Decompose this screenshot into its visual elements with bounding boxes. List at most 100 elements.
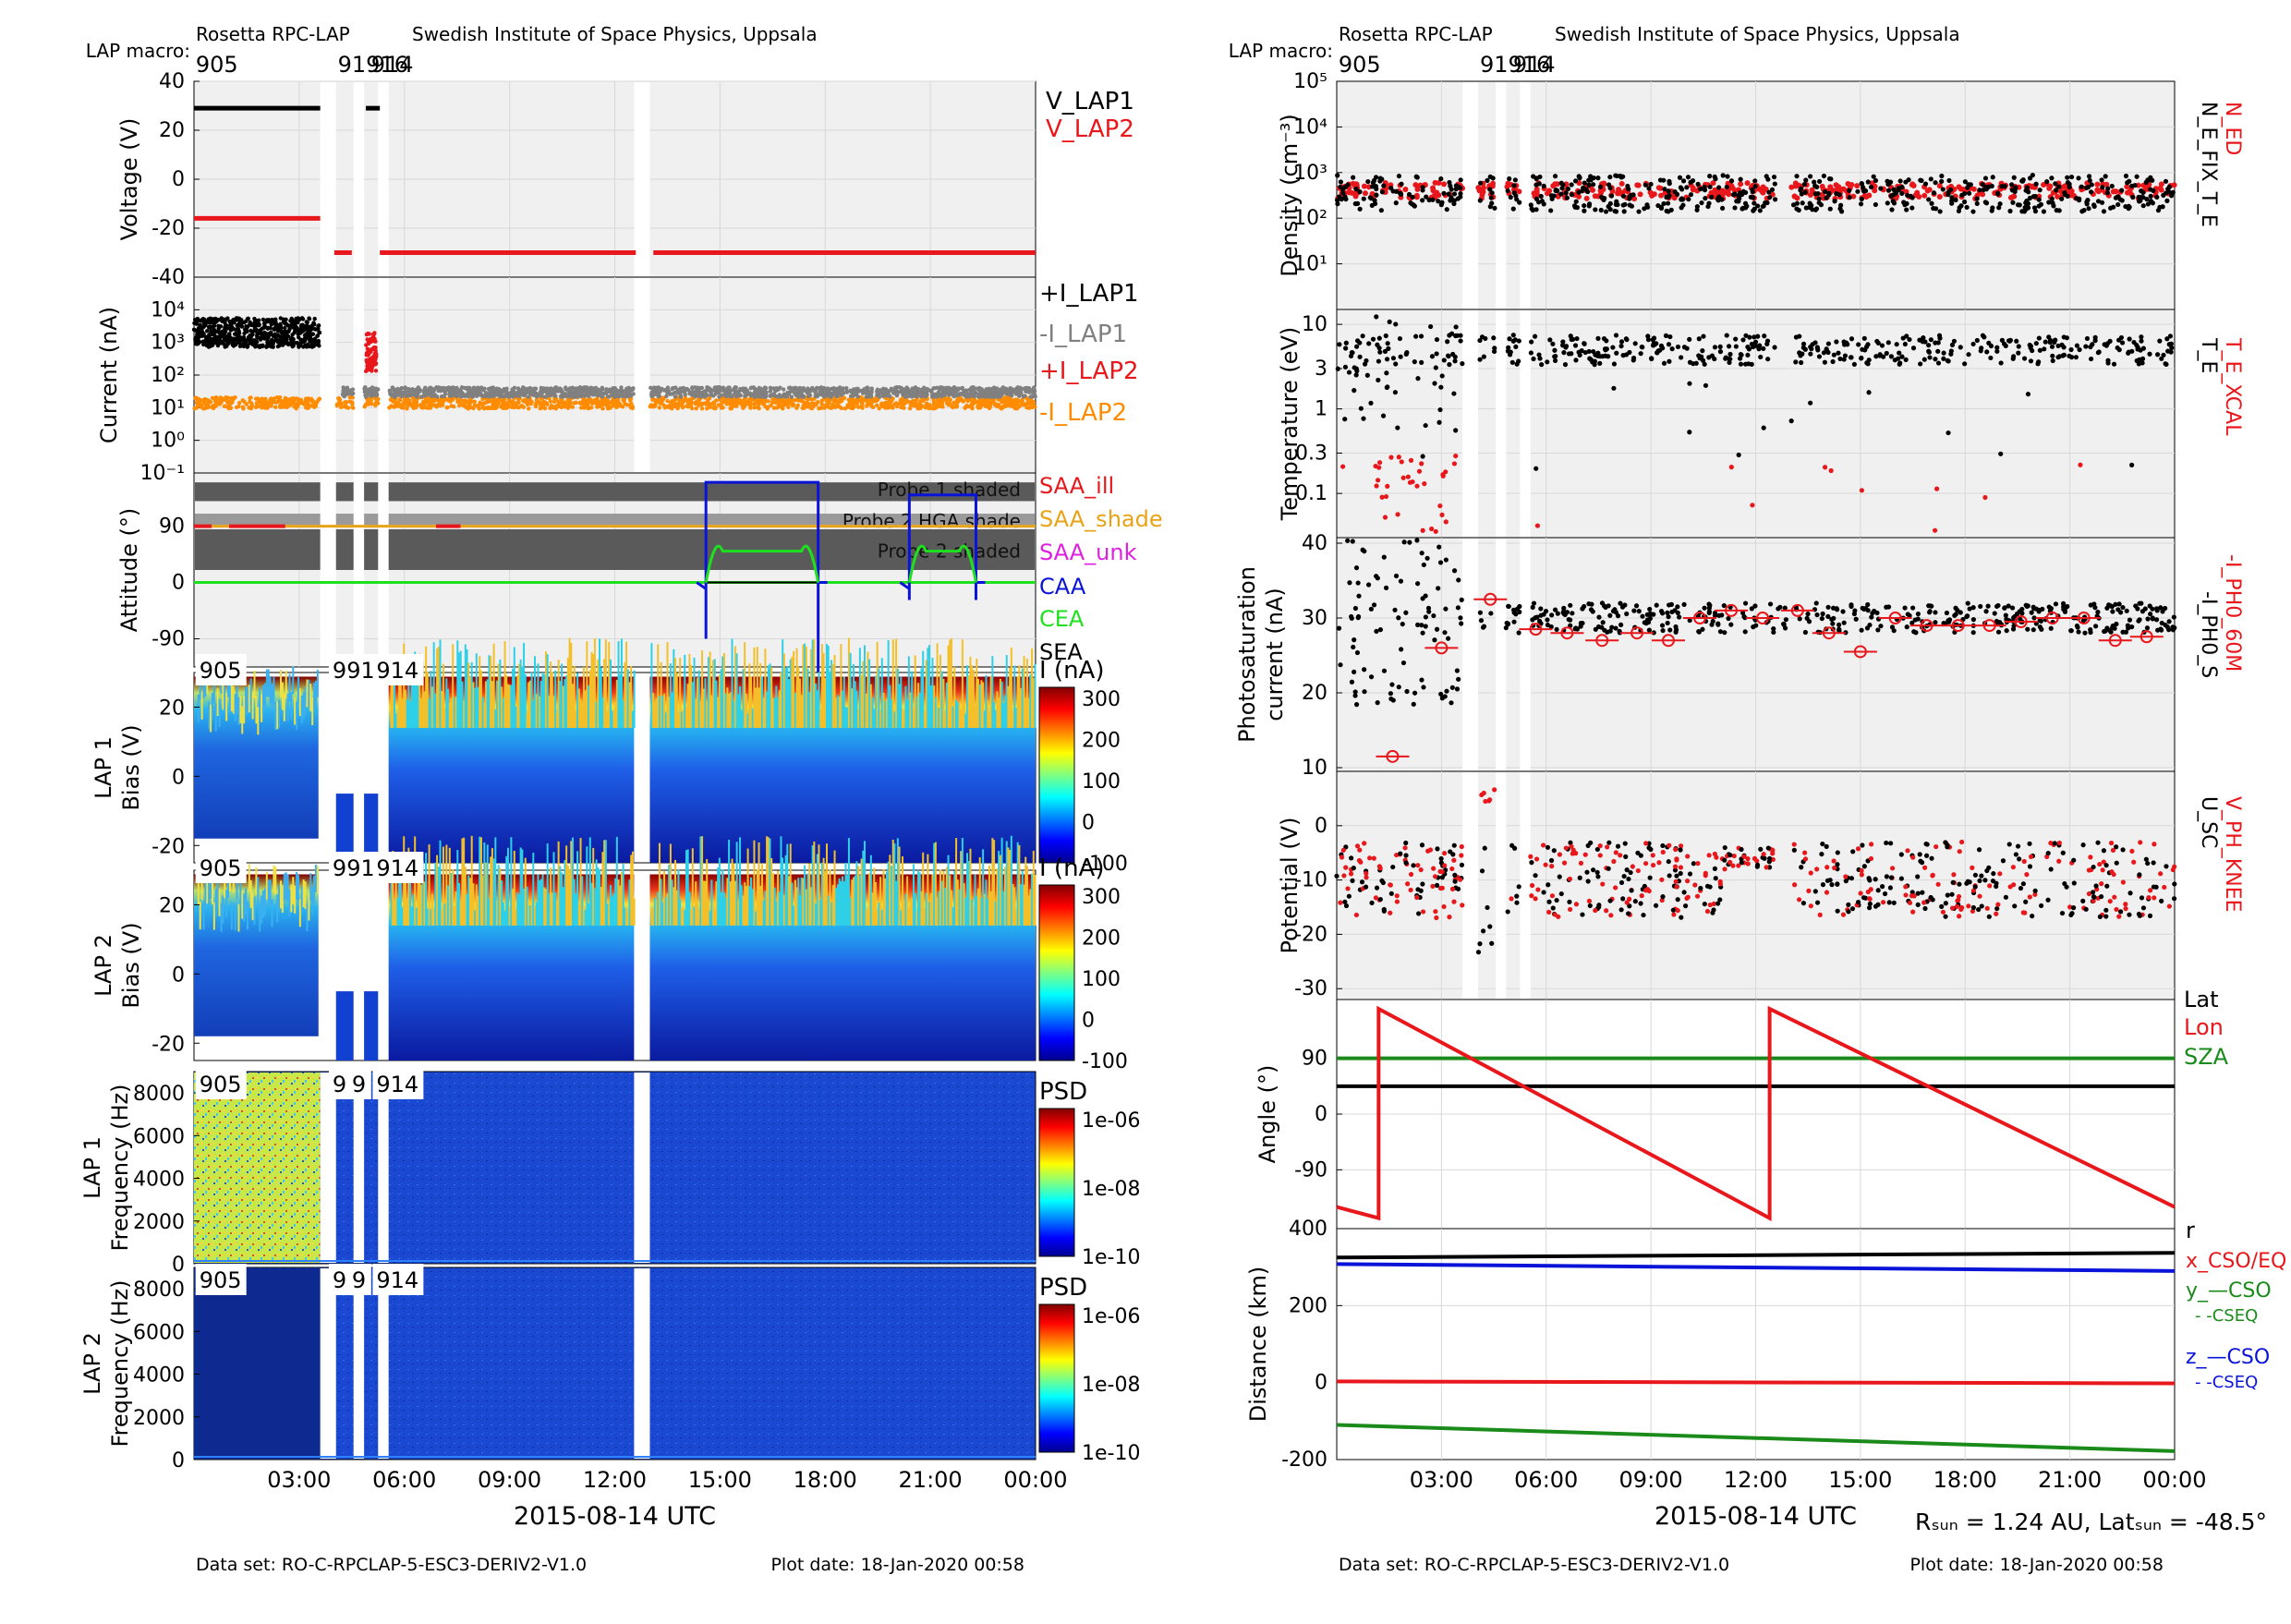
lap2-bias-streak [864, 841, 866, 926]
lap1-bias-streak [1034, 664, 1036, 728]
lap2-bias-streak [537, 874, 539, 925]
lap2-freq-macro-tag: 9 [352, 1267, 366, 1293]
lap2-bias-streak [665, 897, 667, 926]
lap2-freq-datagap [354, 1268, 364, 1459]
current-point-minus-ilap2 [661, 404, 665, 407]
lap1-bias-streak [663, 694, 665, 728]
current-point-minus-ilap2 [990, 399, 994, 403]
lap2-freq-colorbar-tick: 1e-06 [1082, 1305, 1140, 1328]
current-point-minus-ilap1 [524, 391, 527, 394]
lap1-bias-streak [406, 699, 408, 728]
lap2-bias-streak [676, 891, 678, 926]
lap2-bias-streak [810, 887, 812, 926]
current-point-minus-ilap1 [697, 390, 701, 394]
lap2-bias-streak [594, 889, 596, 926]
current-point-minus-ilap2 [195, 401, 199, 405]
current-point-minus-ilap2 [206, 406, 210, 409]
lap1-bias-streak [306, 680, 308, 708]
current-point-plus-ilap1 [209, 325, 212, 329]
current-point-minus-ilap2 [568, 401, 572, 405]
current-point-minus-ilap1 [598, 390, 601, 394]
lap2-bias-streak [632, 852, 634, 926]
density-datagap [1520, 82, 1530, 309]
current-point-minus-ilap2 [237, 401, 241, 405]
current-point-minus-ilap2 [930, 406, 934, 410]
lap1-bias-streak [900, 677, 902, 728]
lap2-bias-streak [564, 860, 565, 926]
lap2-bias-streak [534, 906, 536, 926]
lap2-bias-streak [501, 880, 503, 926]
lap2-bias-streak [715, 881, 717, 926]
density-point-ned [2159, 181, 2164, 187]
current-point-minus-ilap2 [397, 402, 401, 406]
current-point-minus-ilap1 [466, 392, 469, 395]
lap2-bias-streak [797, 878, 799, 926]
lap2-bias-streak [712, 903, 714, 926]
lap1-bias-streak [478, 687, 479, 728]
lap1-bias-streak [725, 694, 727, 728]
current-point-minus-ilap1 [895, 391, 899, 394]
current-legend-minus-ilap1: -I_LAP1 [1039, 321, 1127, 348]
current-point-minus-ilap1 [673, 391, 676, 394]
lap1-bias-streak [565, 675, 567, 728]
lap2-bias-streak [412, 894, 414, 925]
lap2-bias-streak [430, 909, 431, 926]
lap1-bias-streak [867, 652, 868, 728]
lap1-freq-datagap [321, 1073, 336, 1263]
current-point-plus-ilap1 [286, 343, 290, 346]
current-point-plus-ilap2 [373, 362, 377, 366]
current-point-minus-ilap2 [542, 400, 546, 404]
current-point-minus-ilap2 [449, 404, 453, 407]
lap1-bias-streak [690, 665, 692, 728]
lap1-bias-streak [547, 654, 549, 728]
lap1-bias-streak [570, 643, 572, 728]
lap2-bias-streak [699, 836, 701, 925]
lap1-bias-streak [521, 666, 523, 728]
lap1-bias-ylabel-line1: LAP 1 [91, 736, 116, 799]
lap2-bias-streak [875, 882, 877, 926]
current-point-minus-ilap2 [435, 404, 439, 407]
current-point-minus-ilap1 [988, 394, 992, 398]
lap1-bias-streak [855, 681, 856, 728]
lap2-bias-streak [1026, 866, 1028, 926]
lap2-bias-streak [690, 910, 692, 926]
lap1-freq-colorbar-label: PSD [1039, 1078, 1087, 1106]
lap2-bias-streak [548, 894, 550, 926]
lap2-freq-colorbar-label: PSD [1039, 1274, 1087, 1302]
lap1-freq-ylabel: LAP 1Frequency (Hz) [79, 1085, 133, 1252]
lap1-bias-streak [416, 685, 418, 728]
lap2-bias-streak [542, 874, 544, 926]
current-point-plus-ilap1 [214, 335, 218, 339]
lap1-bias-streak [429, 699, 430, 728]
current-point-plus-ilap1 [276, 345, 280, 348]
lap1-bias-streak [625, 642, 627, 728]
lap2-freq-ytick: 2000 [133, 1407, 185, 1430]
lap2-bias-streak [455, 891, 457, 926]
current-point-minus-ilap2 [579, 406, 583, 409]
lap1-bias-streak [688, 654, 690, 728]
lap1-bias-streak [750, 677, 752, 728]
lap2-bias-streak [870, 855, 872, 926]
lap2-bias-streak [922, 853, 924, 926]
lap1-bias-streak [759, 663, 761, 728]
lap2-bias-colorbar-tick: 100 [1082, 968, 1121, 991]
lap1-bias-streak [509, 685, 511, 728]
lap1-bias-streak [665, 712, 667, 728]
lap2-freq-colorbar-tick: 1e-10 [1082, 1442, 1140, 1465]
lap1-bias-streak [676, 673, 678, 728]
current-point-plus-ilap1 [301, 345, 305, 348]
lap2-bias-streak [1009, 850, 1011, 926]
current-point-minus-ilap1 [364, 395, 368, 399]
current-point-minus-ilap2 [278, 406, 282, 409]
lap2-bias-streak [202, 902, 204, 929]
current-legend-plus-ilap2: +I_LAP2 [1039, 358, 1139, 385]
lap2-bias-streak [299, 899, 301, 927]
lap1-bias-streak [804, 644, 806, 728]
lap2-bias-streak [420, 885, 422, 926]
lap2-bias-colorbar-tick: 300 [1082, 886, 1121, 909]
current-point-plus-ilap1 [226, 337, 230, 341]
lap2-bias-streak [986, 879, 988, 926]
current-point-minus-ilap1 [463, 386, 467, 390]
